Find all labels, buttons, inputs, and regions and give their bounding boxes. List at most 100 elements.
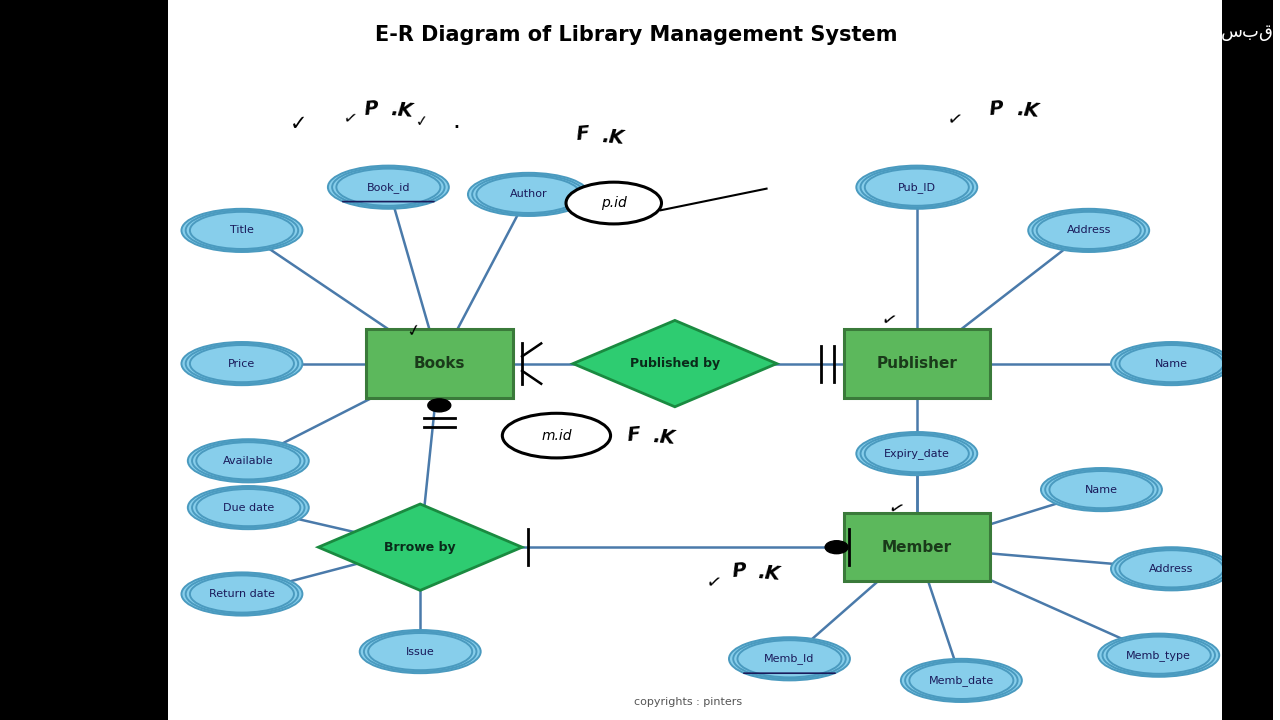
- Text: Publisher: Publisher: [877, 356, 957, 371]
- Ellipse shape: [566, 182, 662, 224]
- Ellipse shape: [1115, 549, 1228, 589]
- Text: m.id: m.id: [541, 428, 572, 443]
- Ellipse shape: [1115, 343, 1228, 384]
- Ellipse shape: [189, 345, 294, 382]
- Ellipse shape: [472, 174, 585, 215]
- Text: p.id: p.id: [600, 196, 627, 210]
- Text: ✓: ✓: [291, 114, 307, 134]
- Text: .K: .K: [602, 127, 625, 148]
- Text: P: P: [988, 99, 1004, 120]
- Text: Return date: Return date: [209, 589, 275, 599]
- FancyBboxPatch shape: [366, 330, 512, 398]
- Text: Memb_type: Memb_type: [1126, 649, 1192, 661]
- Text: .K: .K: [756, 563, 781, 584]
- Ellipse shape: [186, 574, 298, 614]
- Ellipse shape: [188, 486, 308, 529]
- Text: P: P: [364, 99, 379, 120]
- Ellipse shape: [1050, 471, 1153, 508]
- Text: .K: .K: [389, 100, 413, 121]
- Polygon shape: [319, 504, 522, 590]
- Ellipse shape: [328, 166, 449, 209]
- FancyBboxPatch shape: [844, 330, 989, 398]
- Text: Price: Price: [228, 359, 256, 369]
- Ellipse shape: [856, 432, 978, 475]
- FancyBboxPatch shape: [0, 0, 168, 720]
- Ellipse shape: [1120, 550, 1224, 588]
- Ellipse shape: [737, 640, 841, 678]
- Text: ✓: ✓: [878, 310, 897, 332]
- Ellipse shape: [733, 639, 846, 679]
- Ellipse shape: [360, 630, 481, 673]
- Ellipse shape: [196, 442, 301, 480]
- Ellipse shape: [1041, 468, 1162, 511]
- Ellipse shape: [1028, 209, 1149, 252]
- Ellipse shape: [188, 439, 308, 482]
- Text: Pub_ID: Pub_ID: [897, 181, 936, 193]
- Text: Issue: Issue: [406, 647, 435, 657]
- Ellipse shape: [865, 168, 969, 206]
- Ellipse shape: [1111, 342, 1231, 385]
- Ellipse shape: [1098, 634, 1220, 677]
- Text: سبق: سبق: [1221, 24, 1275, 42]
- Ellipse shape: [369, 633, 472, 670]
- Ellipse shape: [901, 659, 1021, 702]
- Ellipse shape: [1102, 635, 1215, 675]
- Circle shape: [826, 541, 849, 554]
- Text: Address: Address: [1066, 225, 1111, 235]
- Text: Name: Name: [1155, 359, 1188, 369]
- Text: ✓: ✓: [342, 109, 358, 130]
- FancyBboxPatch shape: [1222, 0, 1274, 720]
- Ellipse shape: [865, 435, 969, 472]
- Text: .: .: [452, 109, 460, 133]
- Text: Book_id: Book_id: [366, 181, 410, 193]
- FancyBboxPatch shape: [844, 513, 989, 582]
- Text: Brrowe by: Brrowe by: [384, 541, 456, 554]
- Ellipse shape: [909, 662, 1014, 699]
- Text: F: F: [576, 125, 590, 145]
- Ellipse shape: [468, 173, 589, 216]
- Ellipse shape: [337, 168, 440, 206]
- Text: Name: Name: [1085, 485, 1117, 495]
- Ellipse shape: [364, 631, 476, 672]
- Ellipse shape: [189, 575, 294, 613]
- Text: Memb_Id: Memb_Id: [764, 653, 814, 665]
- Ellipse shape: [189, 212, 294, 249]
- Ellipse shape: [192, 487, 305, 528]
- Text: ✓: ✓: [884, 498, 905, 521]
- Ellipse shape: [196, 489, 301, 526]
- Ellipse shape: [1033, 210, 1144, 251]
- Text: copyrights : pinters: copyrights : pinters: [634, 697, 741, 707]
- Ellipse shape: [860, 167, 973, 207]
- Ellipse shape: [860, 433, 973, 474]
- Ellipse shape: [476, 176, 580, 213]
- Text: Title: Title: [230, 225, 253, 235]
- Text: ✓: ✓: [704, 572, 722, 593]
- Ellipse shape: [502, 413, 611, 458]
- Ellipse shape: [182, 209, 302, 252]
- Text: Due date: Due date: [223, 503, 274, 513]
- Ellipse shape: [905, 660, 1018, 701]
- Ellipse shape: [332, 167, 444, 207]
- Ellipse shape: [1107, 636, 1211, 674]
- Text: .K: .K: [1016, 100, 1041, 121]
- Text: Author: Author: [509, 189, 548, 199]
- Text: Published by: Published by: [630, 357, 719, 370]
- Ellipse shape: [186, 210, 298, 251]
- Text: ✓: ✓: [404, 321, 421, 341]
- Ellipse shape: [182, 342, 302, 385]
- Ellipse shape: [1111, 547, 1231, 590]
- Text: .K: .K: [652, 428, 676, 449]
- Text: F: F: [626, 425, 641, 445]
- Text: Expiry_date: Expiry_date: [884, 448, 950, 459]
- Ellipse shape: [186, 343, 298, 384]
- Text: ✓: ✓: [945, 109, 963, 130]
- Text: P: P: [731, 562, 746, 582]
- Ellipse shape: [182, 572, 302, 616]
- Polygon shape: [573, 320, 777, 407]
- Ellipse shape: [1046, 469, 1157, 510]
- Text: Books: Books: [413, 356, 465, 371]
- Text: Address: Address: [1149, 564, 1194, 574]
- Circle shape: [428, 399, 451, 412]
- Text: ✓: ✓: [415, 113, 429, 129]
- Text: E-R Diagram of Library Management System: E-R Diagram of Library Management System: [375, 25, 899, 45]
